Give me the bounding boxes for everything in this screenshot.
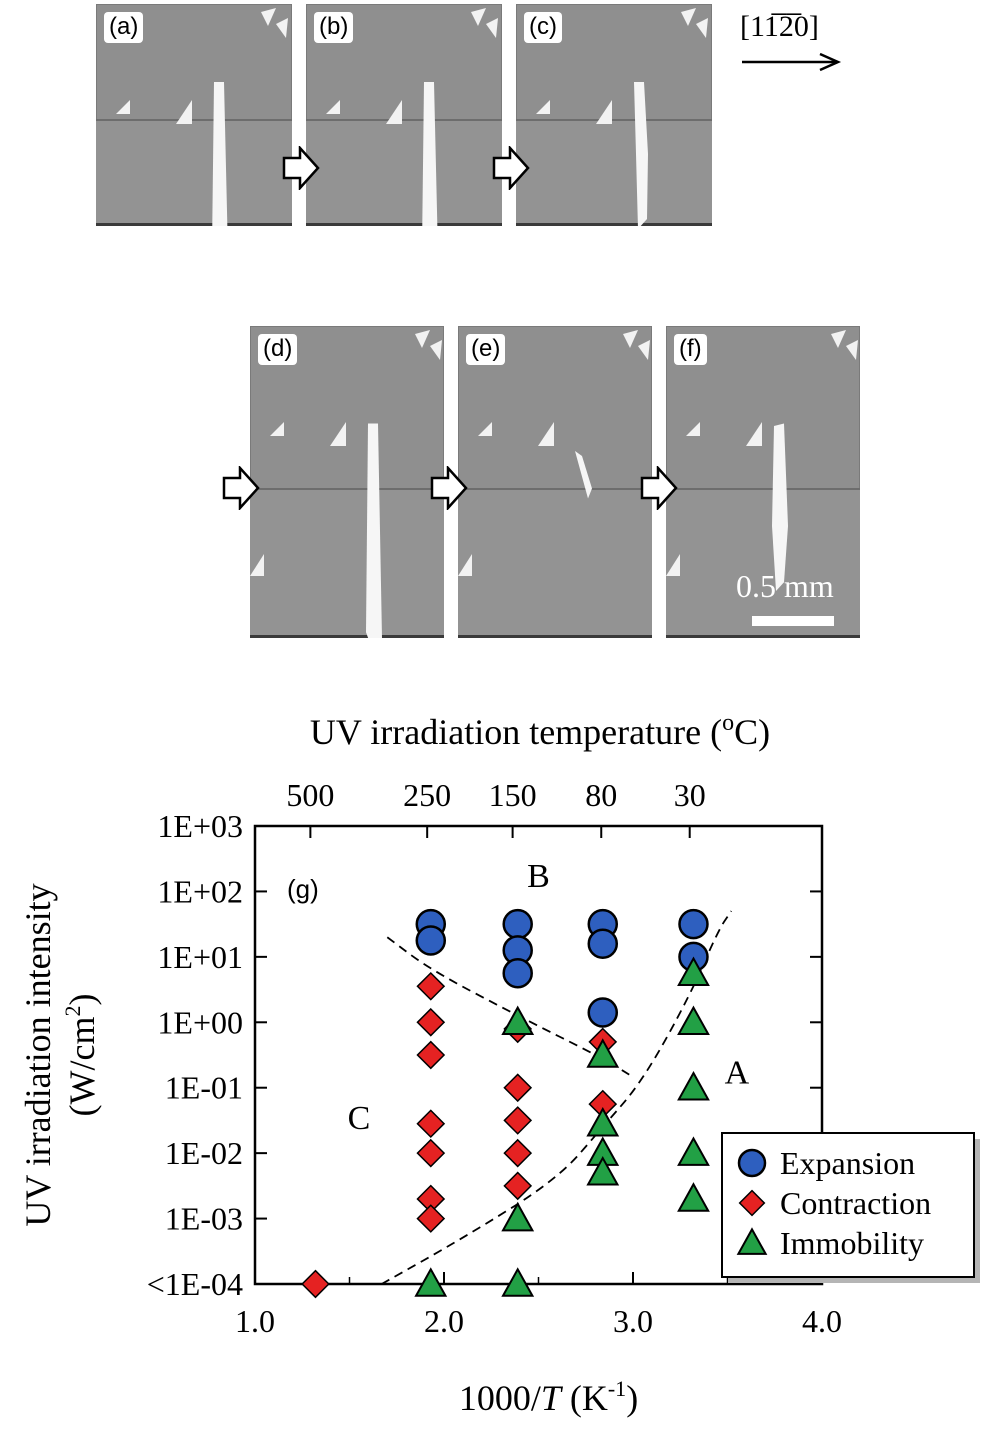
contraction-point [416, 1138, 446, 1168]
contraction-point [416, 1109, 446, 1139]
region-label: C [348, 1100, 371, 1137]
expansion-point [678, 908, 709, 940]
legend-entry: Expansion [780, 1145, 915, 1181]
immobility-point [677, 1070, 710, 1101]
immobility-point [586, 1106, 620, 1137]
contraction-point [503, 1138, 533, 1168]
panel-label: (e) [466, 334, 506, 365]
contraction-point [416, 1040, 446, 1070]
top-tick-label: 250 [403, 777, 451, 813]
immobility-point [501, 1005, 535, 1036]
contraction-point [416, 1007, 446, 1037]
panel-label: (f) [674, 334, 707, 365]
immobility-point [677, 1182, 710, 1212]
micrograph-panel: (d) [250, 326, 444, 638]
y-tick-label: 1E+00 [157, 1004, 243, 1040]
micrograph-features [326, 8, 498, 226]
contraction-point [503, 1073, 533, 1103]
micrograph-features [666, 330, 858, 591]
expansion-point [587, 997, 619, 1028]
sequence-arrow [222, 466, 260, 510]
contraction-point [416, 1204, 446, 1233]
contraction-point [416, 971, 446, 1001]
legend-marker [737, 1148, 767, 1178]
boundary-curve [386, 936, 630, 1076]
immobility-point [501, 1267, 535, 1297]
x-tick-label: 4.0 [802, 1303, 842, 1339]
expansion-point [415, 925, 447, 956]
sequence-arrow [430, 466, 468, 510]
micrograph-features [250, 330, 442, 638]
micrograph-features [458, 330, 650, 576]
y-tick-label: 1E-03 [165, 1201, 243, 1237]
sequence-arrow [492, 146, 530, 190]
top-tick-label: 80 [585, 777, 617, 813]
micrograph-panel: (b) [306, 4, 502, 226]
legend: Expansion Contraction Immobility [721, 1132, 980, 1283]
expansion-point [587, 928, 619, 960]
contraction-point [301, 1269, 330, 1299]
top-tick-label: 150 [489, 777, 537, 813]
immobility-point [677, 1005, 710, 1036]
panel-label: (c) [524, 12, 562, 43]
micrograph-features [536, 8, 708, 226]
region-label: B [527, 858, 550, 895]
legend-marker [738, 1189, 766, 1217]
sequence-arrow [640, 466, 678, 510]
phase-diagram-chart: UV irradiation temperature (oC) 1E+03 1E+… [18, 710, 980, 1418]
immobility-point [586, 1156, 620, 1186]
micrograph-features [116, 8, 288, 226]
y-tick-label: 1E-01 [165, 1070, 243, 1106]
y-tick-label: <1E-04 [147, 1266, 243, 1302]
micrograph-panel: (c) [516, 4, 712, 226]
top-tick-label: 30 [674, 777, 706, 813]
scale-bar-label: 0.5 mm [736, 568, 834, 604]
top-tick-label: 500 [286, 777, 334, 813]
panel-label: (a) [104, 12, 144, 43]
y-axis-label-line1: UV irradiation intensity [18, 883, 58, 1226]
sequence-arrow [282, 146, 320, 190]
x-axis-label: 1000/T (K-1) [459, 1376, 638, 1418]
crystal-direction-label: [11̅2̅0] [740, 10, 819, 44]
immobility-point [586, 1038, 620, 1068]
immobility-point [414, 1267, 448, 1297]
legend-entry: Contraction [780, 1185, 931, 1221]
immobility-point [677, 1136, 710, 1166]
x-tick-label: 2.0 [424, 1303, 464, 1339]
direction-arrow [742, 52, 842, 72]
scale-bar [752, 616, 834, 626]
legend-marker [736, 1227, 768, 1255]
x-tick-label: 1.0 [235, 1303, 275, 1339]
x-tick-label: 3.0 [613, 1303, 653, 1339]
micrograph-panel: (a) [96, 4, 292, 226]
expansion-point [502, 908, 533, 940]
panel-label: (d) [258, 334, 298, 365]
y-axis-label-line2: (W/cm2) [60, 994, 102, 1117]
y-tick-label: 1E+02 [157, 873, 243, 909]
legend-entry: Immobility [780, 1225, 924, 1261]
panel-label: (b) [314, 12, 354, 43]
immobility-point [677, 956, 710, 986]
expansion-point [502, 957, 533, 989]
contraction-point [503, 1106, 533, 1135]
contraction-point [503, 1171, 533, 1201]
top-axis-label: UV irradiation temperature (oC) [310, 710, 770, 752]
y-tick-label: 1E+03 [157, 808, 243, 844]
micrograph-panel: (f) [666, 326, 860, 638]
immobility-point [501, 1201, 535, 1232]
region-label: A [725, 1054, 750, 1091]
panel-label-g: (g) [287, 874, 319, 904]
crystal-direction-text: [11̅2̅0] [740, 10, 819, 43]
y-tick-label: 1E-02 [165, 1135, 243, 1171]
micrograph-panel: (e) [458, 326, 652, 638]
y-tick-label: 1E+01 [157, 939, 243, 975]
